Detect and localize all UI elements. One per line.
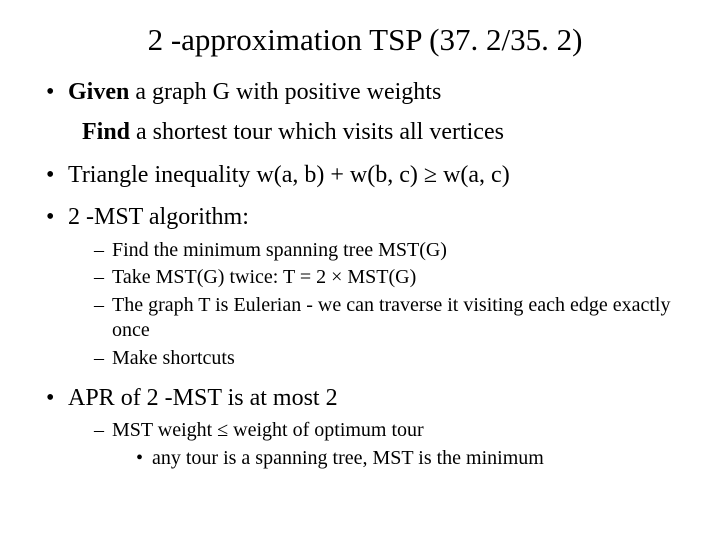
text-span: Triangle inequality w(a, b) + w(b, c) ≥ …	[68, 162, 510, 188]
indented-line: Find a shortest tour which visits all ve…	[68, 116, 686, 148]
sub-bullet-item: Find the minimum spanning tree MST(G)	[94, 238, 686, 264]
bullet-item: 2 -MST algorithm: Find the minimum spann…	[44, 201, 686, 371]
subsub-bullet-list: any tour is a spanning tree, MST is the …	[112, 446, 686, 472]
bullet-item: Given a graph G with positive weights Fi…	[44, 76, 686, 149]
bold-word: Find	[82, 119, 130, 145]
text-span: a shortest tour which visits all vertice…	[130, 119, 504, 145]
bullet-item: Triangle inequality w(a, b) + w(b, c) ≥ …	[44, 159, 686, 191]
sub-bullet-item: Make shortcuts	[94, 346, 686, 372]
sub-bullet-item: MST weight ≤ weight of optimum tour any …	[94, 418, 686, 471]
sub-bullet-list: MST weight ≤ weight of optimum tour any …	[68, 418, 686, 471]
text-span: Find the minimum spanning tree MST(G)	[112, 239, 447, 261]
text-span: 2 -MST algorithm:	[68, 204, 249, 230]
text-span: Make shortcuts	[112, 347, 235, 369]
sub-bullet-list: Find the minimum spanning tree MST(G) Ta…	[68, 238, 686, 372]
text-span: any tour is a spanning tree, MST is the …	[152, 447, 544, 469]
subsub-bullet-item: any tour is a spanning tree, MST is the …	[136, 446, 686, 472]
bold-word: Given	[68, 79, 129, 105]
slide-title: 2 -approximation TSP (37. 2/35. 2)	[44, 22, 686, 58]
text-span: APR of 2 -MST is at most 2	[68, 385, 338, 411]
text-span: Take MST(G) twice: T = 2 × MST(G)	[112, 266, 416, 288]
bullet-list: Given a graph G with positive weights Fi…	[44, 76, 686, 471]
text-span: a graph G with positive weights	[129, 79, 441, 105]
text-span: The graph T is Eulerian - we can travers…	[112, 294, 671, 342]
text-span: MST weight ≤ weight of optimum tour	[112, 419, 424, 441]
sub-bullet-item: The graph T is Eulerian - we can travers…	[94, 293, 686, 344]
slide: 2 -approximation TSP (37. 2/35. 2) Given…	[0, 0, 720, 540]
sub-bullet-item: Take MST(G) twice: T = 2 × MST(G)	[94, 265, 686, 291]
bullet-item: APR of 2 -MST is at most 2 MST weight ≤ …	[44, 382, 686, 472]
